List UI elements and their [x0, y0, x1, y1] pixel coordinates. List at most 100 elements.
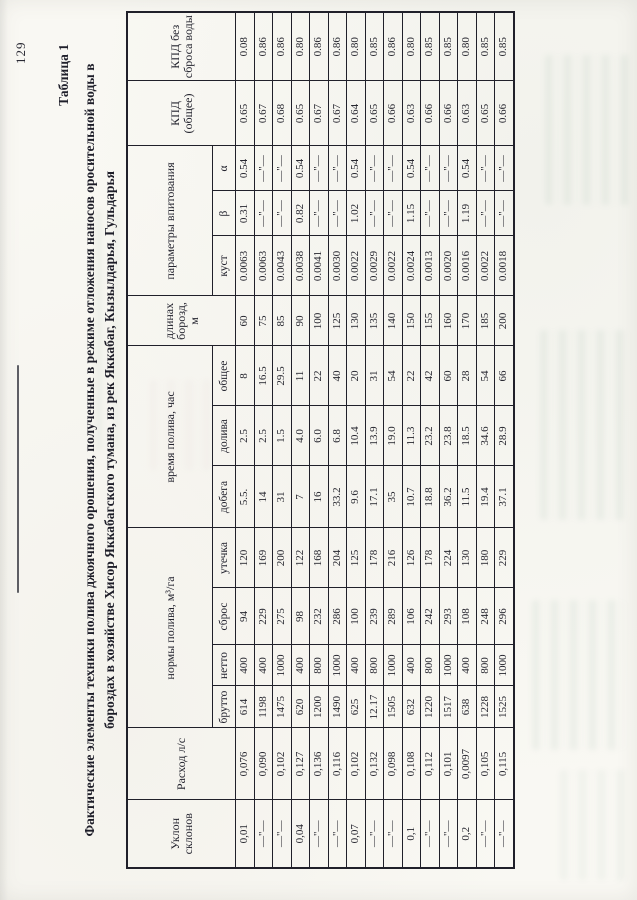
table-cell: 23.2: [420, 406, 439, 466]
table-cell: 23.8: [439, 406, 458, 466]
table-cell: 1.19: [457, 191, 476, 236]
table-body: 0,01 0,076 614 400 94 120 5.5. 2.5 8 60 0.0063 0.31…: [235, 11, 514, 868]
table-cell: 0,04: [291, 800, 310, 868]
table-cell: —"—: [254, 800, 273, 868]
table-cell: 0.64: [346, 80, 365, 146]
table-cell: 0.65: [476, 80, 495, 146]
table-cell: 0,0097: [457, 728, 476, 800]
table-cell: 0.85: [420, 11, 439, 81]
table-cell: 22: [402, 346, 421, 406]
table-cell: 242: [420, 588, 439, 645]
table-cell: 90: [291, 296, 310, 346]
table-cell: 0,105: [476, 728, 495, 800]
table-cell: 0,136: [309, 728, 328, 800]
table-cell: 14: [254, 466, 273, 528]
table-cell: 400: [291, 645, 310, 686]
table-cell: 6.0: [309, 406, 328, 466]
table-cell: 229: [494, 528, 514, 588]
table-cell: 12.17: [365, 686, 384, 728]
table-cell: 0.54: [457, 145, 476, 191]
table-cell: —"—: [476, 145, 495, 191]
table-cell: —"—: [272, 800, 291, 868]
subheader-brutto: брутто: [212, 686, 236, 728]
subheader-beta: β: [212, 191, 236, 236]
table-cell: 2.5: [254, 406, 273, 466]
table-cell: 0,102: [346, 728, 365, 800]
table-cell: 0,127: [291, 728, 310, 800]
table-cell: 400: [402, 645, 421, 686]
table-cell: —"—: [272, 145, 291, 191]
table-cell: 0.80: [346, 11, 365, 81]
table-cell: —"—: [383, 191, 402, 236]
table-row: —"— 0,101 1517 1000 293 224 36.2 23.8 60 160 0.002…: [439, 11, 458, 868]
table-cell: 108: [457, 588, 476, 645]
table-cell: 224: [439, 528, 458, 588]
table-cell: 286: [328, 588, 347, 645]
table-cell: 31: [365, 346, 384, 406]
table-cell: —"—: [309, 191, 328, 236]
table-cell: 10.7: [402, 466, 421, 528]
table-cell: 126: [402, 528, 421, 588]
table-cell: 0.66: [383, 80, 402, 146]
table-row: —"— 0,105 1228 800 248 180 19.4 34.6 54 185 0.0022…: [476, 11, 495, 868]
table-cell: 169: [254, 528, 273, 588]
table-cell: 0.86: [309, 11, 328, 81]
table-row: —"— 0,098 1505 1000 289 216 35 19.0 54 140 0.0022—…: [383, 11, 402, 868]
table-cell: 625: [346, 686, 365, 728]
table-cell: 150: [402, 296, 421, 346]
table-row: 0,07 0,102 625 400 100 125 9.6 10.4 20 130 0.0022 1…: [346, 11, 365, 868]
table-cell: —"—: [272, 191, 291, 236]
table-cell: —"—: [494, 800, 514, 868]
table-cell: 120: [235, 528, 254, 588]
table-cell: 0.54: [346, 145, 365, 191]
table-cell: 0,01: [235, 800, 254, 868]
table-row: —"— 0,136 1200 800 232 168 16 6.0 22 100 0.0041 —"—…: [309, 11, 328, 868]
table-cell: 0.08: [235, 11, 254, 81]
table-cell: 28.9: [494, 406, 514, 466]
table-cell: 0,076: [235, 728, 254, 800]
table-cell: 0.65: [291, 80, 310, 146]
table-cell: 1490: [328, 686, 347, 728]
table-cell: 0.80: [402, 11, 421, 81]
table-row: —"— 0,112 1220 800 242 178 18.8 23.2 42 155 0.0013…: [420, 11, 439, 868]
table-cell: —"—: [439, 145, 458, 191]
table-cell: 100: [346, 588, 365, 645]
col-header-uklon: Уклон склонов: [127, 800, 236, 868]
table-cell: 0.80: [291, 11, 310, 81]
subheader-kust: куст: [212, 236, 236, 296]
table-cell: 170: [457, 296, 476, 346]
table-cell: 160: [439, 296, 458, 346]
table-cell: —"—: [365, 191, 384, 236]
table-cell: 1220: [420, 686, 439, 728]
table-cell: 0.63: [402, 80, 421, 146]
table-cell: 140: [383, 296, 402, 346]
table-cell: 0,112: [420, 728, 439, 800]
table-cell: 8: [235, 346, 254, 406]
scan-edge-line: [17, 365, 19, 593]
table-cell: —"—: [254, 191, 273, 236]
table-cell: —"—: [254, 145, 273, 191]
table-cell: 37.1: [494, 466, 514, 528]
bleed-through-artifact: [95, 210, 119, 450]
table-cell: 0.0030: [328, 236, 347, 296]
table-cell: 5.5.: [235, 466, 254, 528]
table-cell: 2.5: [235, 406, 254, 466]
table-title-line2: бороздах в хозяйстве Хисор Яккабагского …: [102, 171, 117, 729]
table-cell: 0.85: [476, 11, 495, 81]
table-cell: 239: [365, 588, 384, 645]
table-cell: 0.0029: [365, 236, 384, 296]
table-cell: 36.2: [439, 466, 458, 528]
table-cell: 54: [383, 346, 402, 406]
bleed-through-artifact: [150, 380, 210, 470]
table-cell: 42: [420, 346, 439, 406]
table-cell: —"—: [476, 800, 495, 868]
table-cell: 135: [365, 296, 384, 346]
table-cell: —"—: [328, 145, 347, 191]
table-cell: 1.15: [402, 191, 421, 236]
table-cell: 34.6: [476, 406, 495, 466]
table-cell: —"—: [439, 191, 458, 236]
table-cell: 0.65: [365, 80, 384, 146]
table-cell: 168: [309, 528, 328, 588]
